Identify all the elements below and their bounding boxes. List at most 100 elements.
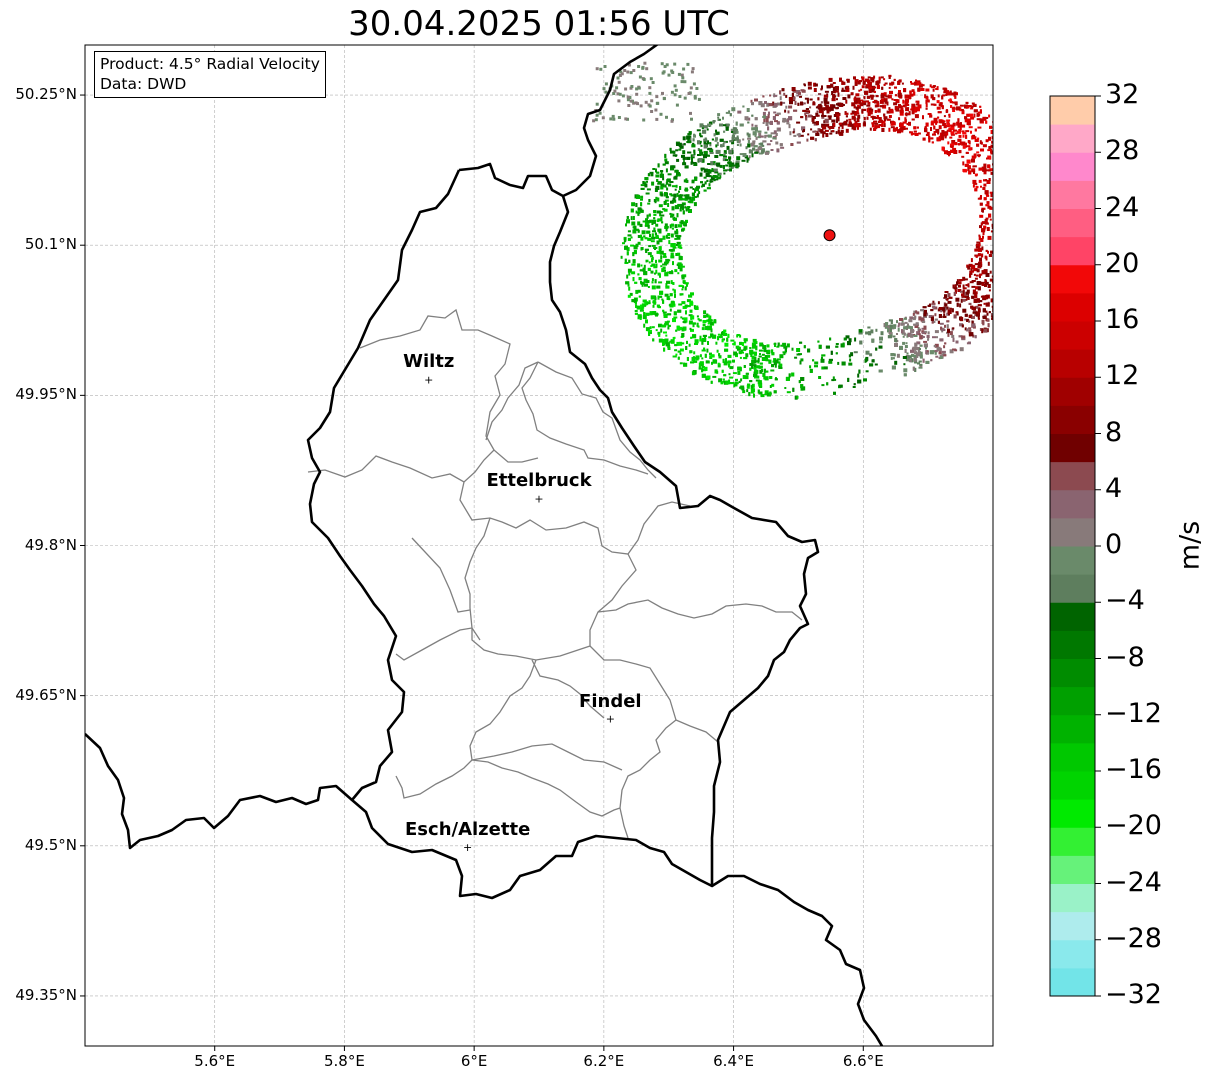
velocity-echo-pixel [671,206,675,211]
velocity-echo-pixel [761,353,765,356]
velocity-echo-pixel [1013,221,1017,224]
velocity-echo-pixel [624,258,627,263]
velocity-echo-pixel [904,321,908,324]
velocity-echo-pixel [968,314,972,318]
velocity-echo-pixel [867,351,870,354]
velocity-echo-pixel [612,117,616,121]
velocity-echo-pixel [1014,202,1016,204]
velocity-echo-pixel [844,111,847,114]
velocity-echo-pixel [760,142,764,146]
velocity-echo-pixel [909,90,912,94]
velocity-echo-pixel [941,146,945,151]
velocity-echo-pixel [811,117,815,122]
velocity-echo-pixel [977,286,981,291]
velocity-echo-pixel [754,351,757,356]
velocity-echo-pixel [1009,231,1011,235]
velocity-echo-pixel [759,342,763,345]
velocity-echo-pixel [959,279,964,282]
velocity-echo-pixel [959,347,964,352]
velocity-echo-pixel [926,99,930,103]
velocity-echo-pixel [1033,223,1037,226]
velocity-echo-pixel [914,325,919,328]
velocity-echo-pixel [707,169,712,174]
velocity-echo-pixel [910,131,913,136]
velocity-echo-pixel [991,315,993,320]
velocity-echo-pixel [1032,180,1034,184]
velocity-echo-pixel [906,325,911,329]
velocity-echo-pixel [647,267,651,271]
velocity-echo-pixel [1003,165,1005,168]
velocity-echo-pixel [628,286,631,291]
velocity-echo-pixel [851,115,856,120]
velocity-echo-pixel [884,82,888,85]
velocity-echo-pixel [809,365,812,369]
velocity-echo-pixel [745,146,748,150]
velocity-echo-pixel [1023,208,1027,211]
velocity-echo-pixel [823,94,828,99]
velocity-echo-pixel [845,99,848,104]
velocity-echo-pixel [623,69,627,72]
velocity-echo-pixel [908,111,911,116]
velocity-echo-pixel [994,148,997,150]
velocity-echo-pixel [751,383,755,388]
velocity-echo-pixel [739,334,742,338]
velocity-echo-pixel [663,208,668,212]
velocity-echo-pixel [999,214,1002,216]
velocity-echo-pixel [696,322,699,327]
velocity-echo-pixel [762,111,766,116]
velocity-echo-pixel [997,266,1000,268]
velocity-echo-pixel [798,91,801,95]
velocity-echo-pixel [617,99,621,103]
velocity-echo-pixel [701,158,705,163]
velocity-echo-pixel [923,340,928,343]
velocity-echo-pixel [671,199,674,204]
velocity-echo-pixel [793,128,796,133]
velocity-echo-pixel [821,116,825,119]
velocity-echo-pixel [902,99,905,104]
velocity-echo-pixel [990,230,993,233]
velocity-echo-pixel [697,318,700,321]
velocity-echo-pixel [994,193,998,197]
velocity-echo-pixel [793,134,797,137]
velocity-echo-pixel [966,289,970,294]
velocity-echo-pixel [631,202,636,207]
velocity-echo-pixel [713,319,716,323]
velocity-echo-pixel [853,383,856,386]
velocity-echo-pixel [664,272,669,277]
velocity-echo-pixel [825,133,829,137]
velocity-echo-pixel [805,116,808,121]
velocity-echo-pixel [976,269,980,273]
velocity-echo-pixel [894,360,898,365]
velocity-echo-pixel [660,255,663,260]
velocity-echo-pixel [667,203,670,207]
lon-tick-label: 6.4°E [713,1052,754,1070]
velocity-echo-pixel [943,354,947,357]
velocity-echo-pixel [819,129,824,133]
velocity-echo-pixel [854,97,857,101]
velocity-echo-pixel [621,94,625,98]
velocity-echo-pixel [700,181,703,184]
velocity-echo-pixel [677,262,682,266]
velocity-echo-pixel [1015,264,1019,268]
velocity-echo-pixel [1001,181,1005,185]
velocity-echo-pixel [948,99,953,102]
velocity-echo-pixel [658,281,663,284]
velocity-echo-pixel [1034,249,1037,251]
velocity-echo-pixel [640,281,645,285]
velocity-echo-pixel [651,244,656,247]
velocity-echo-pixel [980,222,983,226]
velocity-echo-pixel [757,380,762,385]
velocity-echo-pixel [1010,282,1013,285]
velocity-echo-pixel [1008,136,1011,138]
velocity-echo-pixel [885,322,889,327]
velocity-echo-pixel [710,380,713,384]
velocity-echo-pixel [1014,155,1017,157]
velocity-echo-pixel [664,293,669,297]
velocity-echo-pixel [979,274,981,279]
velocity-echo-pixel [997,226,1001,228]
velocity-echo-pixel [648,104,652,108]
velocity-echo-pixel [952,129,957,132]
velocity-echo-pixel [800,101,803,106]
velocity-echo-pixel [918,316,922,321]
velocity-echo-pixel [1000,215,1004,219]
